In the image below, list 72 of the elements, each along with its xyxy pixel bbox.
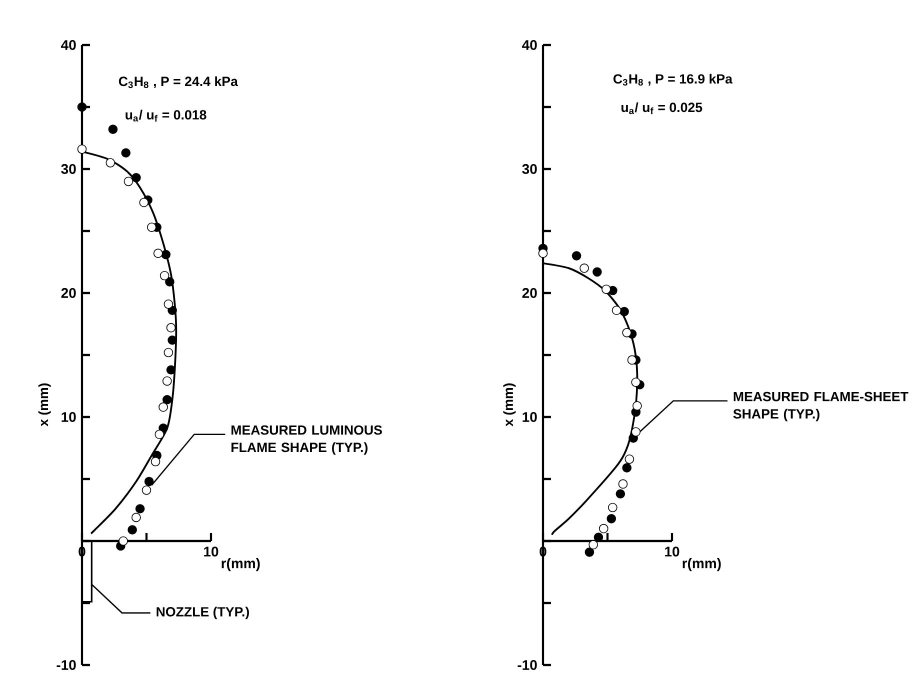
point	[108, 124, 118, 134]
x-axis-title: r(mm)	[222, 558, 260, 572]
x-tick-label: 10	[665, 546, 680, 557]
point	[602, 284, 611, 294]
point	[162, 376, 172, 386]
point	[164, 348, 174, 358]
y-tick-label: 10	[522, 412, 537, 422]
y-tick-label: 10	[62, 412, 76, 422]
point	[142, 485, 152, 495]
point	[622, 328, 632, 338]
point	[150, 456, 160, 466]
y-tick-label: -10	[518, 660, 537, 670]
point	[162, 394, 172, 404]
point	[77, 144, 87, 154]
point	[77, 102, 87, 112]
y-tick-label: 20	[61, 288, 76, 298]
point	[121, 148, 131, 158]
point	[144, 476, 154, 486]
point	[165, 277, 174, 287]
point	[572, 251, 582, 260]
y-tick-label: 30	[522, 164, 537, 174]
y-tick-label: -10	[56, 660, 76, 670]
point	[618, 479, 628, 489]
point	[538, 248, 548, 258]
point	[166, 365, 176, 375]
point	[161, 250, 171, 260]
point	[164, 299, 174, 309]
point	[624, 454, 634, 464]
point	[168, 335, 177, 345]
point	[632, 401, 642, 411]
point	[588, 540, 598, 550]
point	[631, 427, 641, 437]
y-axis-title: x (mm)	[503, 383, 516, 426]
point	[612, 306, 622, 316]
point	[620, 306, 629, 316]
annotation: C$_{3}$H$_{8}$ , P = 24.4 kPa	[118, 76, 238, 88]
point	[592, 267, 602, 277]
point	[132, 173, 141, 182]
annotation: NOZZLE (TYP.)	[156, 606, 249, 620]
point	[132, 512, 141, 522]
point	[128, 525, 137, 535]
point	[158, 402, 168, 412]
point	[598, 524, 608, 534]
y-tick-label: 40	[61, 40, 76, 50]
y-tick-label: 20	[522, 288, 537, 298]
x-axis-title: r(mm)	[682, 558, 721, 572]
annotation: u$_{a}$/ u$_{f}$ = 0.018	[126, 110, 206, 122]
x-tick-label: 10	[204, 546, 218, 557]
point	[606, 514, 616, 524]
y-axis-title: x (mm)	[38, 383, 51, 426]
annotation: u$_{a}$/ u$_{f}$ = 0.025	[622, 102, 702, 114]
point	[580, 264, 589, 273]
point	[118, 536, 128, 546]
point	[153, 248, 163, 258]
point	[106, 158, 116, 168]
point	[124, 176, 134, 186]
point	[160, 270, 170, 280]
point	[166, 323, 176, 332]
y-tick-label: 40	[522, 40, 537, 50]
annotation: MEASURED FLAME-SHEET SHAPE (TYP.)	[733, 392, 908, 422]
point	[608, 502, 618, 512]
annotation: MEASURED LUMINOUS FLAME SHAPE (TYP.)	[232, 425, 382, 455]
point	[631, 378, 641, 387]
point	[627, 355, 637, 365]
point	[584, 547, 594, 557]
point	[135, 504, 145, 514]
annotation: C$_{3}$H$_{8}$ , P = 16.9 kPa	[613, 74, 733, 86]
point	[139, 198, 149, 208]
point	[146, 222, 156, 232]
y-tick-label: 30	[61, 164, 76, 174]
point	[616, 489, 626, 499]
point	[622, 463, 632, 473]
